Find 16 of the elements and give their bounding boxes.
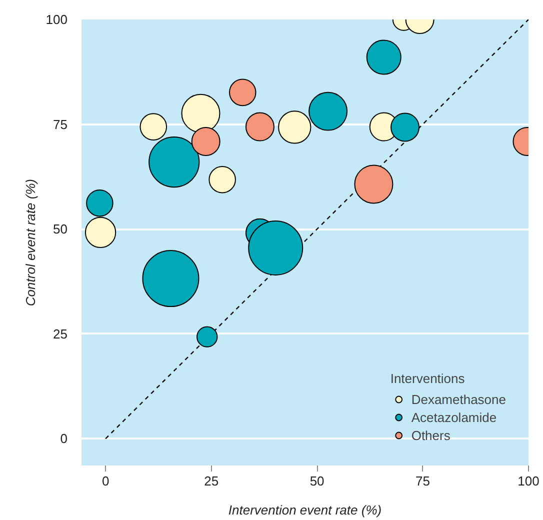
y-axis-title: Control event rate (%): [22, 178, 38, 306]
legend-label: Others: [411, 428, 450, 442]
y-tick-label: 100: [46, 12, 68, 27]
x-axis-title: Intervention event rate (%): [228, 502, 382, 518]
y-tick-label: 75: [53, 116, 68, 132]
x-tick-label: 50: [310, 474, 324, 488]
x-tick-label: 100: [518, 474, 540, 488]
x-tick-label: 0: [102, 474, 110, 488]
y-tick-label: 0: [60, 431, 68, 446]
legend-label: Acetazolamide: [411, 410, 497, 424]
x-tick-label: 75: [416, 474, 430, 488]
y-tick-label: 50: [53, 222, 68, 237]
legend-label: Dexamethasone: [411, 392, 506, 406]
x-tick-label: 25: [204, 474, 219, 488]
y-tick-label: 25: [53, 326, 68, 342]
legend-title: Interventions: [390, 371, 466, 386]
